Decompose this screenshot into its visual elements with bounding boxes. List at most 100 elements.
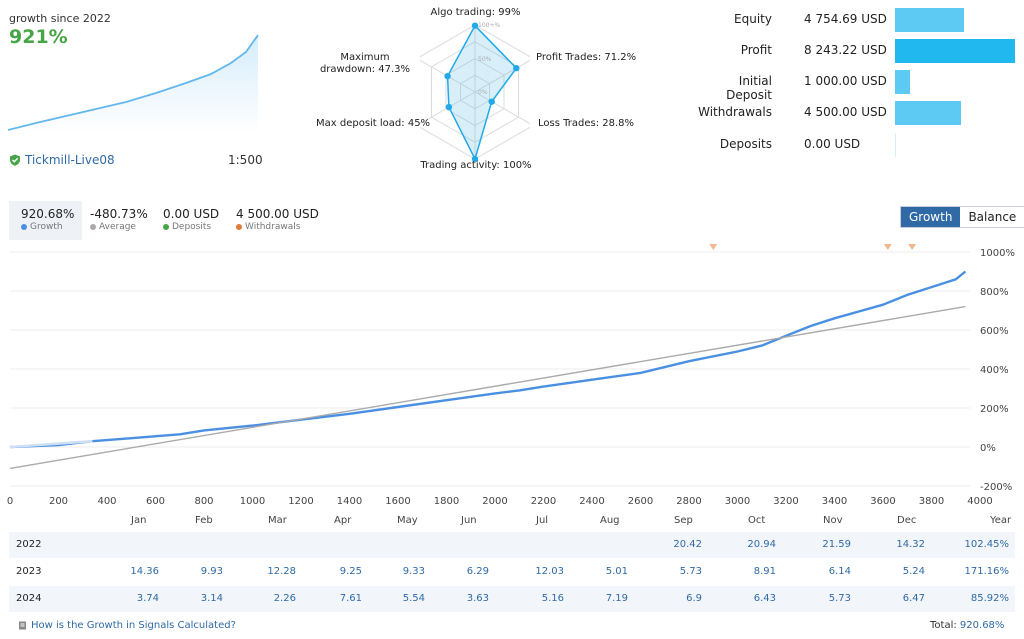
month-cell: 5.73 <box>828 593 851 604</box>
financial-bar <box>895 101 961 125</box>
month-cell: 14.32 <box>896 539 925 550</box>
x-tick-label: 1800 <box>434 496 459 507</box>
financial-row: Initial Deposit 1 000.00 USD <box>690 70 1020 102</box>
stat-growth[interactable]: 920.68% Growth <box>9 201 83 240</box>
withdrawal-marker <box>908 244 917 250</box>
balance-toggle-button[interactable]: Balance <box>968 210 1017 224</box>
mini-growth-line <box>7 34 259 131</box>
month-cell: 5.01 <box>605 566 628 577</box>
table-row: 2024 3.74 3.14 2.26 7.61 5.54 3.63 5.16 7.19 6.9 6… <box>9 586 1015 612</box>
footer-total-value: 920.68% <box>959 620 1005 631</box>
radar-label-algo-trading: Algo trading: 99% <box>430 7 521 18</box>
month-cell: 6.43 <box>753 593 776 604</box>
x-tick-label: 1600 <box>385 496 410 507</box>
radar-point-1 <box>513 64 520 72</box>
month-header: Apr <box>334 515 352 526</box>
month-cell: 20.94 <box>747 539 776 550</box>
x-tick-label: 0 <box>7 496 13 507</box>
table-row: 2022 20.42 20.94 21.59 14.32 102.45% <box>9 532 1015 558</box>
year-label: 2024 <box>16 593 42 604</box>
financial-label: Equity <box>734 12 772 26</box>
growth-chart: -200% 0% 200% 400% 600% 800% 1000% 0 200 400 600 80… <box>7 244 1015 507</box>
stat-withdrawals[interactable]: 4 500.00 USD Withdrawals <box>236 207 319 232</box>
month-header: Feb <box>195 515 213 526</box>
financial-row: Profit 8 243.22 USD <box>690 39 1020 63</box>
x-tick-label: 2200 <box>531 496 556 507</box>
x-tick-label: 400 <box>97 496 116 507</box>
year-total: 102.45% <box>964 539 1010 550</box>
year-label: 2022 <box>16 539 42 550</box>
month-header: Jan <box>131 515 147 526</box>
month-cell: 14.36 <box>130 566 159 577</box>
month-header: Mar <box>268 515 287 526</box>
growth-calc-link[interactable]: How is the Growth in Signals Calculated? <box>18 620 236 631</box>
stat-average[interactable]: -480.73% Average <box>90 207 148 232</box>
growth-since-label: growth since 2022 <box>9 12 111 25</box>
mini-growth-chart <box>7 34 259 133</box>
financial-bar <box>895 8 965 32</box>
x-tick-label: 3600 <box>870 496 895 507</box>
radar-spoke-1 <box>474 59 530 93</box>
x-tick-label: 4000 <box>967 496 992 507</box>
radar-ring-label-50: 50% <box>478 56 492 63</box>
chart-mode-toggle: Growth Balance <box>900 206 1024 228</box>
financial-label: Initial Deposit <box>726 74 772 102</box>
month-header: Oct <box>748 515 766 526</box>
month-cell: 20.42 <box>673 539 702 550</box>
month-cell: 8.91 <box>753 566 776 577</box>
average-series-line <box>9 305 966 470</box>
mini-growth-area <box>8 35 258 133</box>
x-tick-label: 3200 <box>773 496 798 507</box>
deposits-dot-icon <box>163 224 169 230</box>
x-tick-label: 800 <box>194 496 213 507</box>
month-cell: 6.14 <box>828 566 851 577</box>
year-header: Year <box>990 515 1012 526</box>
x-tick-label: 2600 <box>628 496 653 507</box>
year-label: 2023 <box>16 566 42 577</box>
y-tick-label: 0% <box>980 443 996 454</box>
financial-bar <box>895 133 896 157</box>
radar-point-0 <box>471 22 479 29</box>
growth-series-line <box>9 270 967 449</box>
month-cell: 21.59 <box>822 539 851 550</box>
footer-total-label: Total: <box>930 620 957 631</box>
withdrawal-marker <box>709 244 718 250</box>
year-total: 171.16% <box>964 566 1010 577</box>
stat-deposits-value: 0.00 USD <box>163 207 220 221</box>
radar-label-profit-trades: Profit Trades: 71.2% <box>536 52 637 63</box>
growth-toggle-button[interactable]: Growth <box>901 207 961 227</box>
radar-label-trading-activity: Trading activity: 100% <box>420 160 532 171</box>
stat-growth-value: 920.68% <box>21 207 75 221</box>
radar-label-loss-trades: Loss Trades: 28.8% <box>538 118 635 129</box>
x-tick-label: 1400 <box>337 496 362 507</box>
account-name-label: Tickmill-Live08 <box>25 153 115 167</box>
financial-row: Equity 4 754.69 USD <box>690 8 1020 32</box>
month-cell: 5.24 <box>902 566 925 577</box>
month-cell: 2.26 <box>273 593 296 604</box>
month-cell: 5.16 <box>541 593 564 604</box>
account-name[interactable]: Tickmill-Live08 <box>9 153 115 167</box>
financial-value: 1 000.00 USD <box>804 74 887 88</box>
stat-growth-label: Growth <box>30 222 63 232</box>
month-header: May <box>397 515 418 526</box>
growth-dot-icon <box>21 224 27 230</box>
average-dot-icon <box>90 224 96 230</box>
month-cell: 3.74 <box>136 593 159 604</box>
month-cell: 9.93 <box>200 566 223 577</box>
y-tick-label: 400% <box>980 365 1009 376</box>
month-cell: 7.19 <box>605 593 628 604</box>
stat-deposits[interactable]: 0.00 USD Deposits <box>163 207 219 232</box>
radar-spoke-2 <box>474 91 530 125</box>
x-tick-label: 3800 <box>919 496 944 507</box>
month-cell: 9.33 <box>402 566 425 577</box>
financial-value: 0.00 USD <box>804 137 861 151</box>
radar-point-3 <box>471 155 479 162</box>
x-tick-label: 200 <box>49 496 68 507</box>
growth-series-initial-segment <box>9 439 93 449</box>
radar-point-4 <box>445 103 453 111</box>
stat-deposits-label: Deposits <box>172 222 212 232</box>
stat-average-label: Average <box>99 222 136 232</box>
financial-row: Deposits 0.00 USD <box>690 133 1020 157</box>
month-cell: 6.29 <box>466 566 489 577</box>
y-tick-label: 200% <box>980 404 1009 415</box>
